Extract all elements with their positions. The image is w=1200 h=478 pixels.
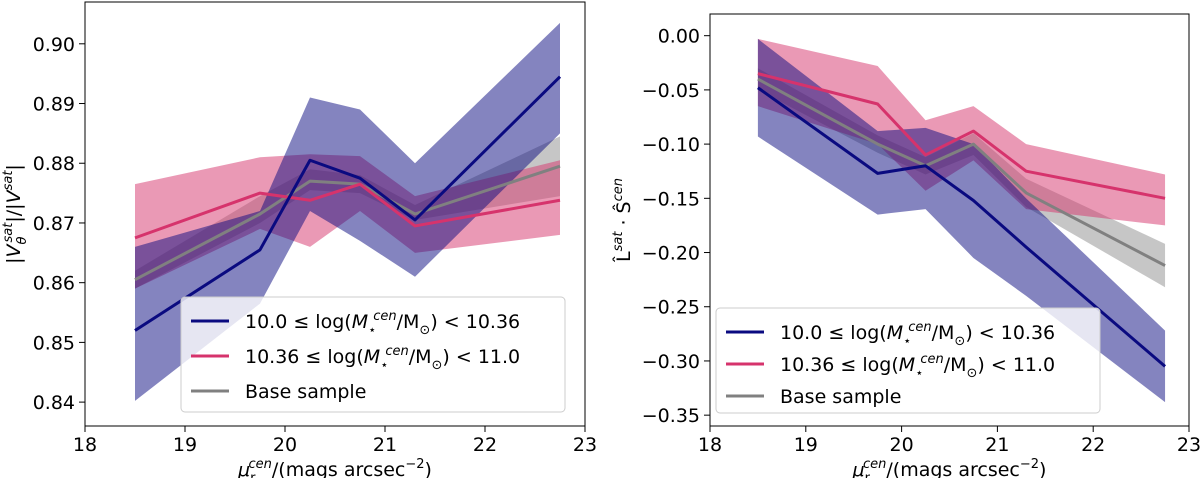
legend: 10.0 ≤ log(M⋆cen/M⊙) < 10.36 10.36 ≤ log(… [180, 296, 566, 413]
y-tick-label: 0.90 [33, 34, 75, 56]
x-tick-label: 22 [1081, 434, 1105, 456]
series-line-2 [757, 86, 1167, 368]
series-line-2 [134, 75, 562, 332]
y-tick-label: 0.86 [33, 273, 75, 295]
legend-box [180, 296, 566, 413]
y-tick-label: 0.84 [33, 392, 75, 414]
x-tick-label: 20 [890, 434, 914, 456]
legend-label: 10.36 ≤ log(M⋆cen/M⊙) < 11.0 [780, 352, 1055, 381]
y-tick-label: 0.88 [33, 153, 75, 175]
legend-label: Base sample [245, 381, 366, 403]
y-tick-label: 0.87 [33, 213, 75, 235]
legend-label: 10.0 ≤ log(M⋆cen/M⊙) < 10.36 [245, 309, 520, 338]
y-tick-label: −0.10 [642, 134, 700, 156]
series-line-0 [757, 77, 1166, 267]
x-tick-label: 18 [73, 434, 97, 456]
x-axis-label: μrcen/(mags arcsec−2) [237, 457, 432, 478]
y-axis-label: |Vθsat|/|Vsat| [1, 164, 30, 264]
x-tick-label: 19 [794, 434, 818, 456]
x-tick-label: 23 [573, 434, 597, 456]
x-tick-label: 22 [473, 434, 497, 456]
y-tick-label: −0.25 [642, 297, 700, 319]
x-tick-label: 20 [273, 434, 297, 456]
y-tick-label: −0.20 [642, 243, 700, 265]
legend: 10.0 ≤ log(M⋆cen/M⊙) < 10.36 10.36 ≤ log(… [715, 307, 1101, 414]
x-tick-label: 23 [1177, 434, 1200, 456]
series-line-0 [134, 164, 561, 282]
y-axis-label: L̂sat · Ŝcen [611, 178, 635, 263]
legend-label: 10.36 ≤ log(M⋆cen/M⊙) < 11.0 [245, 344, 520, 373]
y-tick-label: −0.05 [642, 80, 700, 102]
legend-label: Base sample [780, 386, 901, 408]
x-tick-label: 21 [985, 434, 1009, 456]
right-panel: 18 19 20 21 22 23 0.00 −0.05 −0.10 −0.15 −0.20 −0.2… [611, 13, 1200, 478]
y-tick-label: 0.00 [658, 26, 700, 48]
x-tick-label: 18 [698, 434, 722, 456]
legend-label: 10.0 ≤ log(M⋆cen/M⊙) < 10.36 [780, 320, 1055, 349]
x-tick-label: 19 [173, 434, 197, 456]
y-tick-label: −0.35 [642, 405, 700, 427]
y-tick-label: −0.15 [642, 188, 700, 210]
axes-frame [84, 1, 586, 427]
axes-frame [709, 13, 1190, 427]
y-tick-label: −0.30 [642, 351, 700, 373]
left-panel: 18 19 20 21 22 23 0.84 0.85 0.86 0.87 0.88 0.89 0.90… [1, 1, 597, 478]
series-line-1 [757, 72, 1166, 200]
y-tick-label: 0.85 [33, 332, 75, 354]
y-tick-label: 0.89 [33, 94, 75, 116]
series-line-1 [134, 182, 561, 240]
x-tick-label: 21 [373, 434, 397, 456]
x-axis-label: μrcen/(mags arcsec−2) [852, 457, 1047, 478]
legend-box [715, 307, 1101, 414]
